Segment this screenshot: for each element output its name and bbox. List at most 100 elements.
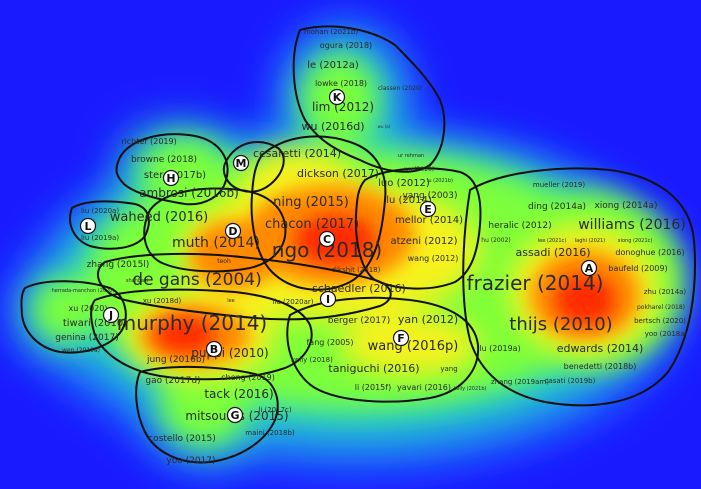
paper-label: waheed (2016) bbox=[110, 210, 208, 225]
boundary-cluster-f bbox=[286, 296, 480, 403]
paper-label: thijs (2010) bbox=[509, 314, 612, 335]
boundary-cluster-m bbox=[222, 141, 285, 193]
marker-cluster-j: J bbox=[102, 306, 120, 324]
paper-label: yang bbox=[440, 365, 457, 373]
paper-label: maini (2018b) bbox=[245, 429, 295, 437]
paper-label: heralic (2012) bbox=[488, 221, 551, 231]
paper-label: costello (2015) bbox=[148, 434, 216, 444]
paper-label: liu (2020a) bbox=[81, 207, 119, 215]
paper-label: zhang (2015l) bbox=[87, 260, 150, 270]
cluster-marker-letter: A bbox=[585, 262, 594, 275]
cluster-marker-circle bbox=[328, 88, 346, 106]
cluster-marker-letter: G bbox=[230, 409, 239, 422]
cluster-marker-letter: E bbox=[424, 203, 432, 216]
paper-label: wu (2016d) bbox=[301, 120, 364, 133]
paper-label: lu (2019a) bbox=[479, 344, 520, 353]
paper-label: lim (2012) bbox=[312, 100, 374, 114]
cluster-marker-circle bbox=[580, 259, 598, 277]
paper-label: wang (2016p) bbox=[368, 339, 459, 354]
cluster-marker-circle bbox=[392, 329, 410, 347]
paper-label: genina (2017) bbox=[55, 333, 118, 343]
paper-label: le (2012a) bbox=[307, 60, 359, 71]
paper-label: ding (2014a) bbox=[528, 202, 586, 212]
paper-label: liu (2020ar) bbox=[273, 298, 314, 306]
paper-label: cesaretti (2014) bbox=[253, 147, 341, 160]
paper-label: zhang (2019am) bbox=[491, 378, 549, 386]
boundary-cluster-c bbox=[250, 135, 387, 291]
paper-label: berger (2017) bbox=[328, 316, 391, 326]
paper-label: luo (2012) bbox=[378, 178, 430, 189]
paper-label: ur rehman bbox=[398, 153, 424, 159]
paper-label: baufeld (2009) bbox=[608, 264, 667, 273]
paper-label: mohan (2021b) bbox=[304, 28, 358, 36]
paper-label: ning (2015) bbox=[273, 195, 349, 210]
paper-label: schaedler (2016) bbox=[312, 282, 406, 295]
paper-label: liu (2019a) bbox=[81, 234, 119, 242]
cluster-marker-letter: K bbox=[333, 91, 342, 104]
paper-label: tack (2016) bbox=[204, 387, 273, 401]
paper-label: donoghue (2016) bbox=[615, 248, 684, 257]
paper-label: ogura (2018) bbox=[320, 41, 372, 50]
marker-cluster-h: H bbox=[162, 169, 180, 187]
paper-label: williams (2016) bbox=[578, 217, 686, 233]
paper-label: fang (2005) bbox=[306, 338, 353, 347]
cluster-marker-circle bbox=[205, 340, 223, 358]
cluster-marker-letter: F bbox=[397, 332, 405, 345]
marker-cluster-a: A bbox=[580, 259, 598, 277]
boundary-cluster-d bbox=[143, 187, 287, 273]
cluster-marker-letter: J bbox=[108, 309, 113, 322]
boundary-cluster-b bbox=[90, 288, 313, 381]
paper-label: chacon (2017) bbox=[265, 217, 359, 232]
paper-label: xu (2018d) bbox=[143, 297, 182, 305]
marker-cluster-c: C bbox=[318, 230, 336, 248]
paper-label: atzeni (2012) bbox=[391, 236, 458, 247]
paper-label: mueller (2019) bbox=[533, 181, 585, 189]
boundary-cluster-g bbox=[135, 365, 279, 464]
paper-label: xiong (2014a) bbox=[594, 201, 657, 211]
cluster-marker-letter: H bbox=[166, 172, 175, 185]
paper-label: murphy (2014) bbox=[117, 311, 267, 335]
cluster-marker-circle bbox=[232, 154, 250, 172]
paper-label: yan (2012) bbox=[398, 313, 458, 326]
boundary-cluster-h bbox=[115, 133, 229, 206]
cluster-marker-circle bbox=[102, 306, 120, 324]
paper-label: cheng (2019) bbox=[221, 373, 275, 382]
paper-label: frazier (2014) bbox=[467, 271, 604, 295]
paper-label: gao (2017d) bbox=[145, 376, 200, 386]
paper-label: edwards (2014) bbox=[557, 342, 644, 355]
cluster-marker-circle bbox=[419, 200, 437, 218]
paper-label: xiong (2021c) bbox=[618, 238, 653, 244]
paper-label: lee (2021c) bbox=[538, 238, 567, 244]
cluster-boundaries bbox=[20, 25, 696, 464]
paper-label: xu (2020) bbox=[69, 304, 108, 313]
marker-cluster-f: F bbox=[392, 329, 410, 347]
cluster-marker-circle bbox=[319, 290, 337, 308]
paper-label: li (2017c) bbox=[258, 406, 292, 414]
boundary-cluster-a bbox=[462, 167, 696, 407]
cluster-marker-circle bbox=[224, 222, 242, 240]
paper-label: lu (2021b) bbox=[427, 178, 453, 184]
cluster-marker-letter: D bbox=[228, 225, 237, 238]
cluster-marker-letter: L bbox=[84, 220, 91, 233]
marker-cluster-l: L bbox=[79, 217, 97, 235]
cluster-marker-circle bbox=[162, 169, 180, 187]
cluster-marker-letter: M bbox=[236, 157, 247, 170]
paper-label: kelly (2021b) bbox=[454, 386, 487, 392]
paper-label: assadi (2016) bbox=[515, 246, 590, 259]
cluster-marker-circle bbox=[226, 406, 244, 424]
paper-label: dickson (2017) bbox=[297, 167, 379, 180]
paper-label: pokharel (2018) bbox=[637, 304, 685, 311]
paper-label: teoh bbox=[217, 258, 231, 265]
paper-label: yang (2003) bbox=[402, 191, 457, 201]
marker-cluster-m: M bbox=[232, 154, 250, 172]
paper-label: casati (2019b) bbox=[545, 377, 596, 385]
paper-label: classen (2020) bbox=[378, 85, 422, 92]
paper-label: wu (2020) bbox=[404, 166, 435, 173]
paper-label: mellor (2014) bbox=[395, 215, 463, 226]
paper-label: bertsch (2020) bbox=[634, 317, 686, 325]
paper-label: shahbazi bbox=[126, 278, 148, 284]
marker-cluster-e: E bbox=[419, 200, 437, 218]
marker-cluster-b: B bbox=[205, 340, 223, 358]
paper-label: yoo (2017) bbox=[166, 456, 215, 466]
